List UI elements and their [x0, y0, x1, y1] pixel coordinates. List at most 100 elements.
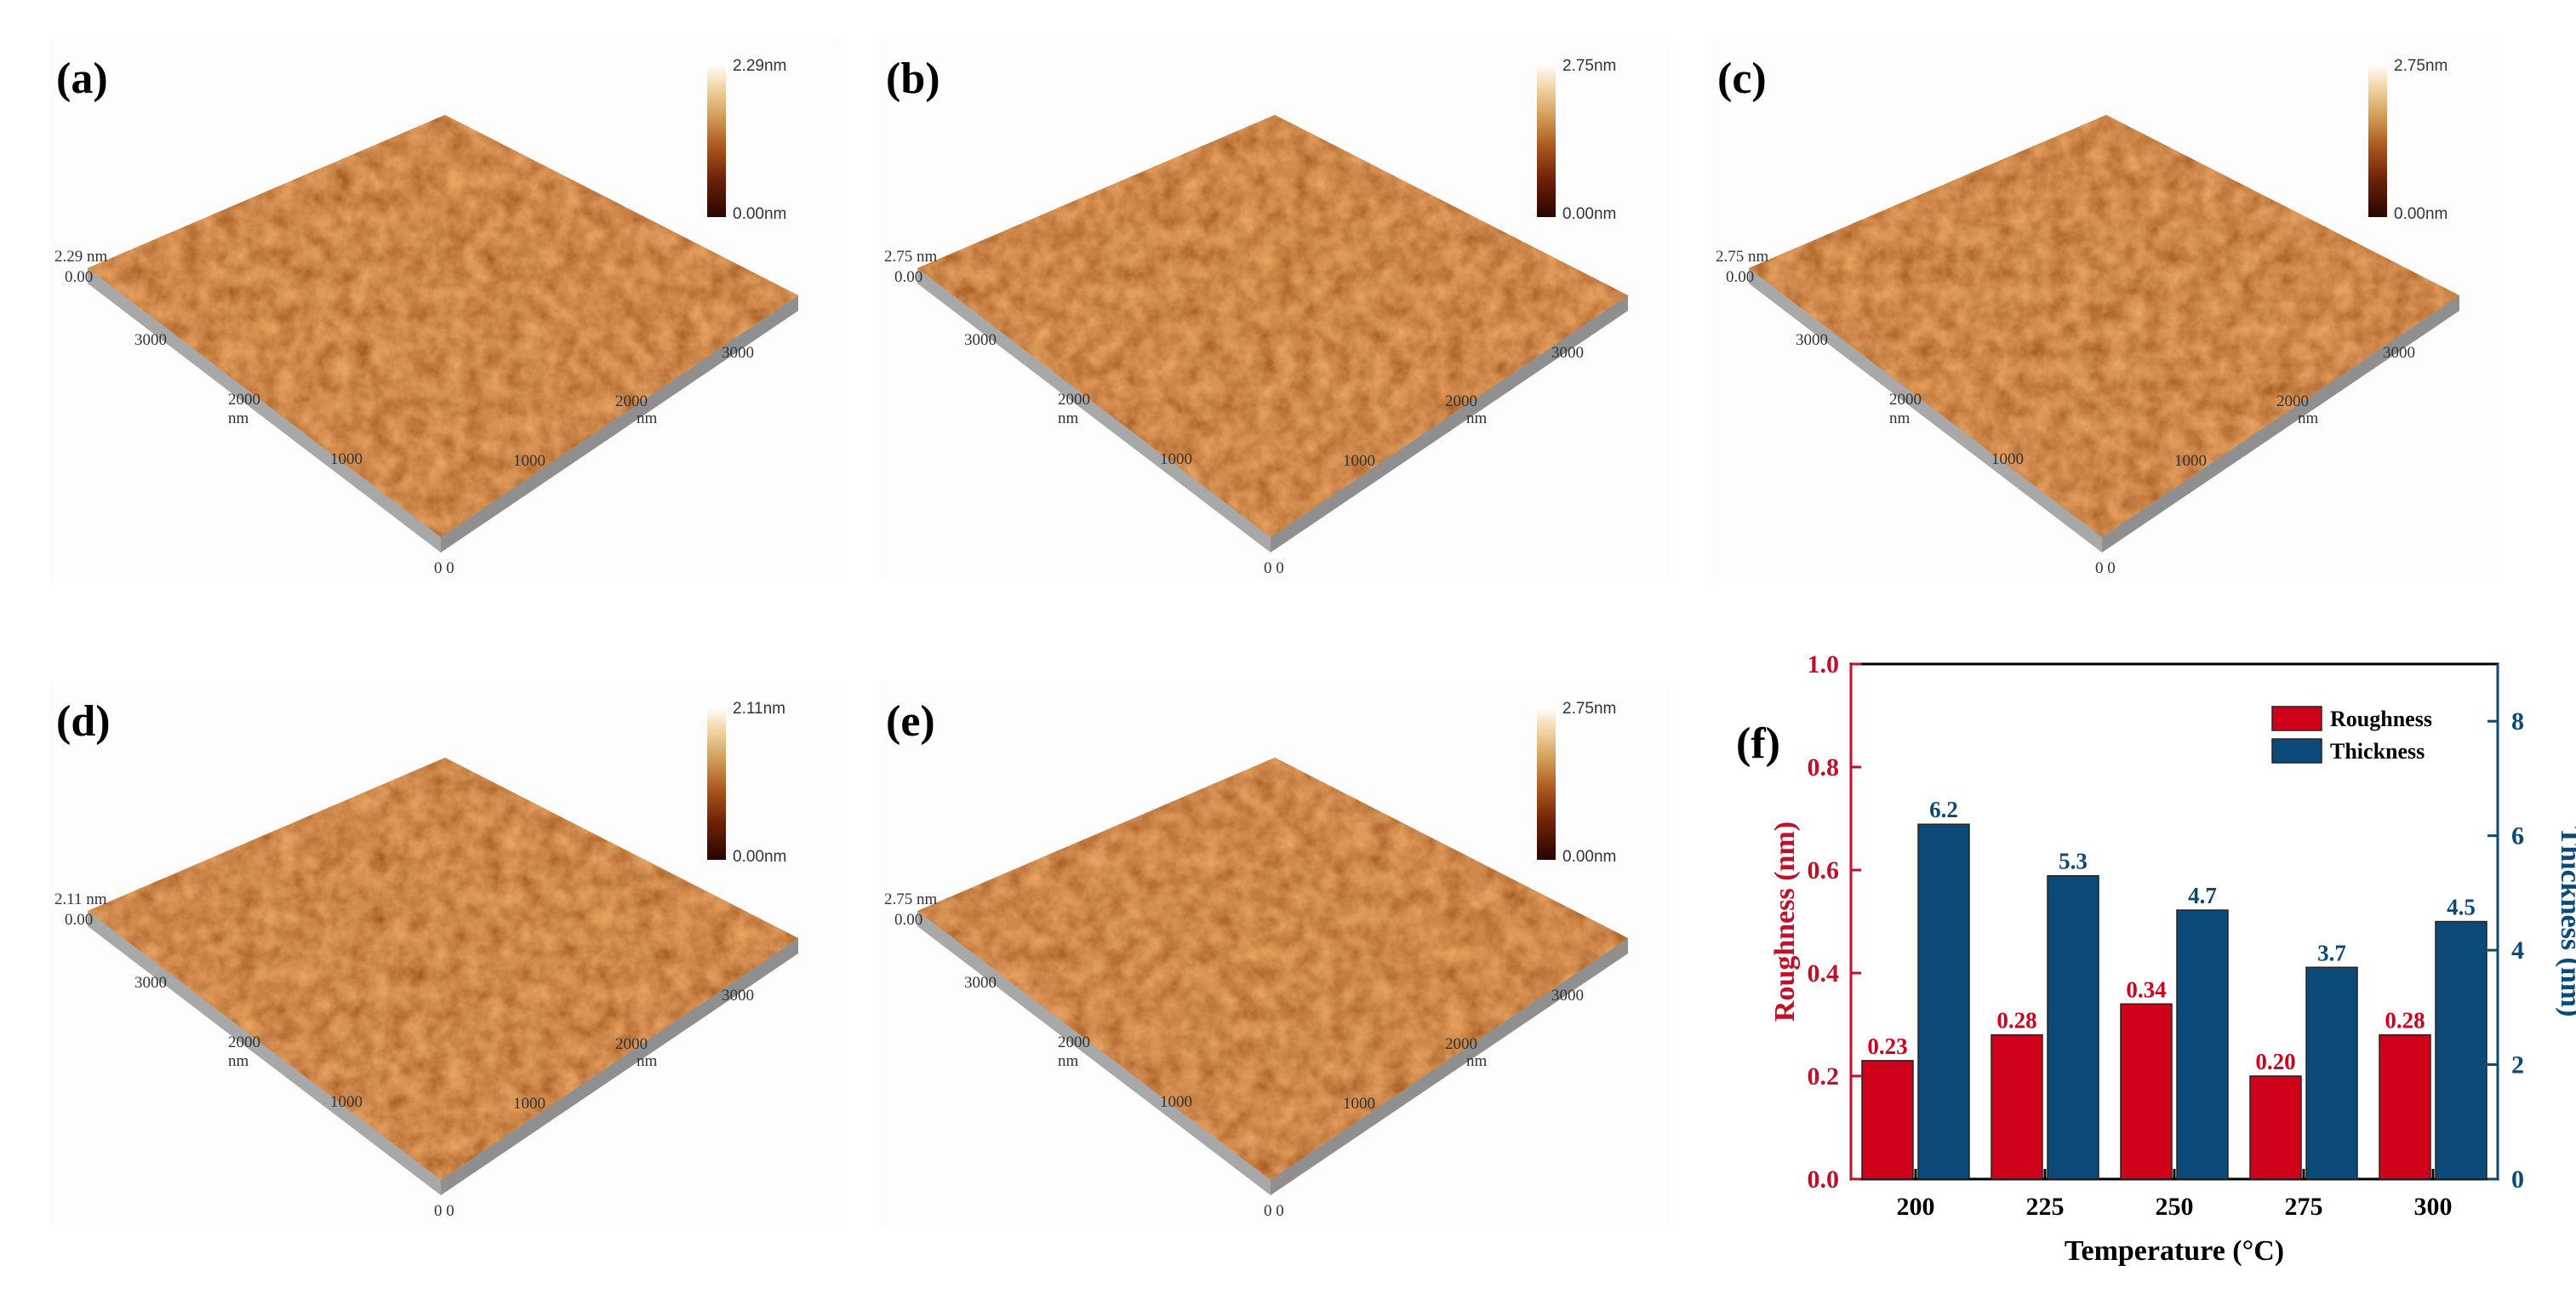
left-axis-tick: 2000 [228, 1033, 260, 1051]
colorbar-min-label: 0.00nm [733, 848, 787, 866]
colorbar-min-label: 0.00nm [1562, 848, 1617, 866]
afm-panel-e: (e) 2.75nm 0.00nm 2.75 nm 0.00 3000 2000 1000 nm… [879, 681, 1671, 1226]
left-axis-tick: 3000 [134, 974, 167, 992]
thickness-bar [1917, 823, 1970, 1180]
colorbar-max-label: 2.75nm [1562, 57, 1617, 75]
right-axis-tick: 1000 [1343, 1095, 1375, 1113]
thickness-bar [2176, 909, 2229, 1180]
right-axis-tick: 3000 [722, 344, 754, 362]
right-axis-unit: nm [637, 1052, 658, 1070]
afm-panel-d: (d) 2.11nm 0.00nm 2.11 nm 0.00 3000 2000 1000 nm… [49, 681, 841, 1226]
right-axis-tick: 2000 [615, 1035, 648, 1053]
roughness-bar [2120, 1003, 2173, 1180]
z-min-label: 0.00 [894, 911, 922, 929]
right-axis-tick: 3000 [2383, 344, 2415, 362]
roughness-value-label: 0.34 [2126, 976, 2166, 1002]
thickness-value-label: 4.5 [2447, 895, 2476, 920]
right-tick-label: 0 [2511, 1165, 2524, 1194]
thickness-value-label: 4.7 [2188, 883, 2217, 908]
afm-surface-svg: 2.75 nm 0.00 3000 2000 1000 nm 3000 2000 1000 nm 0… [884, 758, 1628, 1220]
afm-panel-c: (c) 2.75nm 0.00nm 2.75 nm 0.00 3000 2000 1000 nm… [1711, 38, 2502, 583]
origin-label: 0 0 [1264, 559, 1284, 577]
surface-front-left-wall [917, 911, 1271, 1195]
roughness-bar [2379, 1033, 2431, 1180]
origin-label: 0 0 [2095, 559, 2116, 577]
roughness-bar [1861, 1060, 1914, 1180]
right-axis-tick: 2000 [2276, 392, 2309, 410]
left-tick-label: 0.0 [1808, 1165, 1840, 1194]
surface-front-right-wall [2102, 295, 2459, 553]
right-axis-tick: 1000 [2174, 452, 2207, 470]
panel-label: (a) [56, 54, 108, 103]
left-tick-label: 0.6 [1808, 856, 1840, 885]
left-axis-tick: 2000 [1058, 1033, 1090, 1051]
left-axis-unit: nm [228, 409, 249, 427]
z-min-label: 0.00 [1726, 268, 1754, 286]
right-tick-label: 2 [2511, 1051, 2524, 1079]
right-axis-unit: nm [637, 409, 658, 427]
z-min-label: 0.00 [894, 268, 922, 286]
origin-label: 0 0 [1264, 1202, 1284, 1220]
panel-label: (f) [1736, 719, 1780, 768]
height-colorbar [1537, 707, 1556, 860]
colorbar-max-label: 2.75nm [1562, 700, 1617, 718]
roughness-value-label: 0.20 [2255, 1049, 2295, 1074]
right-axis-tick: 2000 [1445, 1035, 1477, 1053]
surface-front-right-wall [1271, 295, 1628, 553]
height-colorbar [707, 64, 726, 217]
left-tick-label: 0.4 [1808, 959, 1840, 988]
roughness-bar [1991, 1033, 2043, 1180]
left-axis-title: Roughness (nm) [1769, 822, 1801, 1022]
right-tick-label: 8 [2511, 707, 2524, 736]
right-axis-title: Thickness (nm) [2555, 827, 2576, 1017]
right-tick-label: 6 [2511, 822, 2524, 850]
right-axis-tick: 3000 [1551, 344, 1584, 362]
right-axis-tick: 3000 [1551, 987, 1584, 1005]
roughness-value-label: 0.28 [1996, 1008, 2036, 1033]
z-max-label: 2.75 nm [884, 890, 938, 908]
z-min-label: 0.00 [65, 911, 93, 929]
roughness-value-label: 0.28 [2385, 1008, 2425, 1033]
panel-label: (e) [886, 697, 935, 746]
left-axis-unit: nm [1889, 409, 1911, 427]
left-axis-tick: 2000 [1889, 391, 1922, 409]
right-axis-tick: 1000 [513, 452, 545, 470]
chart-svg: 0.0 0.2 0.4 0.6 0.8 1.0 0 2 4 6 8 0.23 6.2 200 0.28 5.3… [1736, 650, 2576, 1267]
height-colorbar [2368, 64, 2387, 217]
colorbar-min-label: 0.00nm [733, 205, 787, 223]
left-axis-tick: 1000 [1160, 450, 1192, 468]
origin-label: 0 0 [434, 559, 454, 577]
right-axis-tick: 3000 [722, 987, 754, 1005]
height-colorbar [707, 707, 726, 860]
left-axis-tick: 1000 [330, 1093, 363, 1111]
left-axis-unit: nm [1058, 1052, 1079, 1070]
x-axis-title: Temperature (°C) [2065, 1235, 2284, 1267]
left-tick-label: 1.0 [1808, 650, 1840, 678]
surface-front-left-wall [88, 911, 441, 1195]
thickness-bar [2305, 966, 2358, 1180]
legend-label: Thickness [2330, 739, 2425, 764]
left-axis-tick: 1000 [1991, 450, 2024, 468]
left-axis-tick: 2000 [228, 391, 260, 409]
x-tick-label: 200 [1897, 1193, 1935, 1221]
origin-label: 0 0 [434, 1202, 454, 1220]
left-axis-unit: nm [228, 1052, 249, 1070]
colorbar-max-label: 2.11nm [733, 700, 785, 718]
right-axis-tick: 1000 [1343, 452, 1375, 470]
colorbar-max-label: 2.29nm [733, 57, 787, 75]
right-axis-tick: 2000 [615, 392, 648, 410]
surface-front-left-wall [88, 268, 441, 553]
right-axis-unit: nm [2298, 409, 2319, 427]
x-tick-label: 250 [2156, 1193, 2194, 1221]
thickness-value-label: 3.7 [2317, 940, 2346, 965]
right-axis-unit: nm [1466, 1052, 1488, 1070]
left-axis-tick: 3000 [134, 331, 167, 349]
surface-front-right-wall [441, 295, 798, 553]
x-tick-label: 225 [2026, 1193, 2065, 1221]
surface-topography [917, 115, 1628, 537]
afm-surface-svg: 2.75 nm 0.00 3000 2000 1000 nm 3000 2000 1000 nm 0… [1716, 115, 2459, 577]
surface-topography [88, 758, 798, 1180]
legend-swatch [2271, 738, 2322, 764]
afm-panel-a: (a) 2.29nm 0.00nm 2.29 nm 0.00 3000 2000 1000 nm… [49, 38, 841, 583]
left-axis-unit: nm [1058, 409, 1079, 427]
